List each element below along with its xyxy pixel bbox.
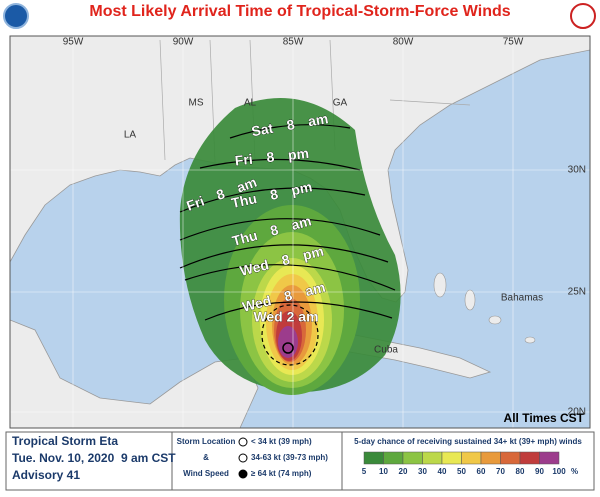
probability-tick: 60 [477,467,486,476]
longitude-label: 75W [503,37,524,48]
probability-tick: 20 [399,467,408,476]
land-mexico [10,319,259,428]
place-label: GA [333,98,348,109]
color-swatch [383,451,404,465]
latitude-label: 25N [568,287,586,298]
storm-name: Tropical Storm Eta [12,434,118,448]
place-label: AL [244,98,257,109]
storm-legend-item: ≥ 64 kt (74 mph) [251,469,312,478]
arrival-label: Wed 2 am [253,309,318,325]
color-swatch [422,451,443,465]
longitude-label: 85W [283,37,304,48]
color-swatch [519,451,540,465]
storm-legend-title: Storm Location [177,437,236,446]
probability-tick: 30 [418,467,427,476]
advisory: Advisory 41 [12,468,80,482]
symbol-weak [238,437,248,447]
arrival-contours [179,124,396,366]
islands [433,272,536,344]
symbol-hurricane [238,469,248,479]
color-swatch [480,451,501,465]
probability-tick: 90 [535,467,544,476]
color-swatch [441,451,462,465]
nws-logo [570,3,596,29]
map: 95W 90W 85W 80W 75W 30N 25N 20N MS AL GA LA Bahamas C… [9,35,591,429]
place-label: Cuba [374,345,398,356]
storm-position [282,342,294,354]
latitude-label: 30N [568,165,586,176]
longitude-label: 90W [173,37,194,48]
color-swatch [461,451,482,465]
map-frame [9,35,591,429]
symbol-ts [238,453,248,463]
graticule [10,36,590,428]
place-label: Bahamas [501,293,543,304]
place-label: LA [124,130,137,141]
state-borders [159,39,471,163]
probability-tick: 80 [516,467,525,476]
probability-tick: 100 [552,467,566,476]
color-swatch [539,451,560,465]
probability-tick: 10 [379,467,388,476]
storm-legend-item: < 34 kt (39 mph) [251,437,312,446]
color-swatch [402,451,423,465]
probability-title: 5-day chance of receiving sustained 34+ … [354,437,582,446]
storm-legend-item: 34-63 kt (39-73 mph) [251,453,328,462]
probability-unit: % [571,467,578,476]
color-swatch [500,451,521,465]
color-swatch [363,451,384,465]
probability-tick: 70 [496,467,505,476]
issued: Tue. Nov. 10, 2020 9 am CST [12,451,176,465]
storm-legend-title: Wind Speed [183,469,229,478]
title: Most Likely Arrival Time of Tropical-Sto… [89,3,510,20]
time-note: All Times CST [504,411,585,425]
noaa-logo [3,3,29,29]
probability-tick: 50 [457,467,466,476]
probability-tick: 5 [362,467,367,476]
longitude-label: 80W [393,37,414,48]
latitude-label: 20N [568,407,586,418]
probability-tick: 40 [438,467,447,476]
storm-legend-title: & [203,453,209,462]
place-label: MS [189,98,204,109]
longitude-label: 95W [63,37,84,48]
